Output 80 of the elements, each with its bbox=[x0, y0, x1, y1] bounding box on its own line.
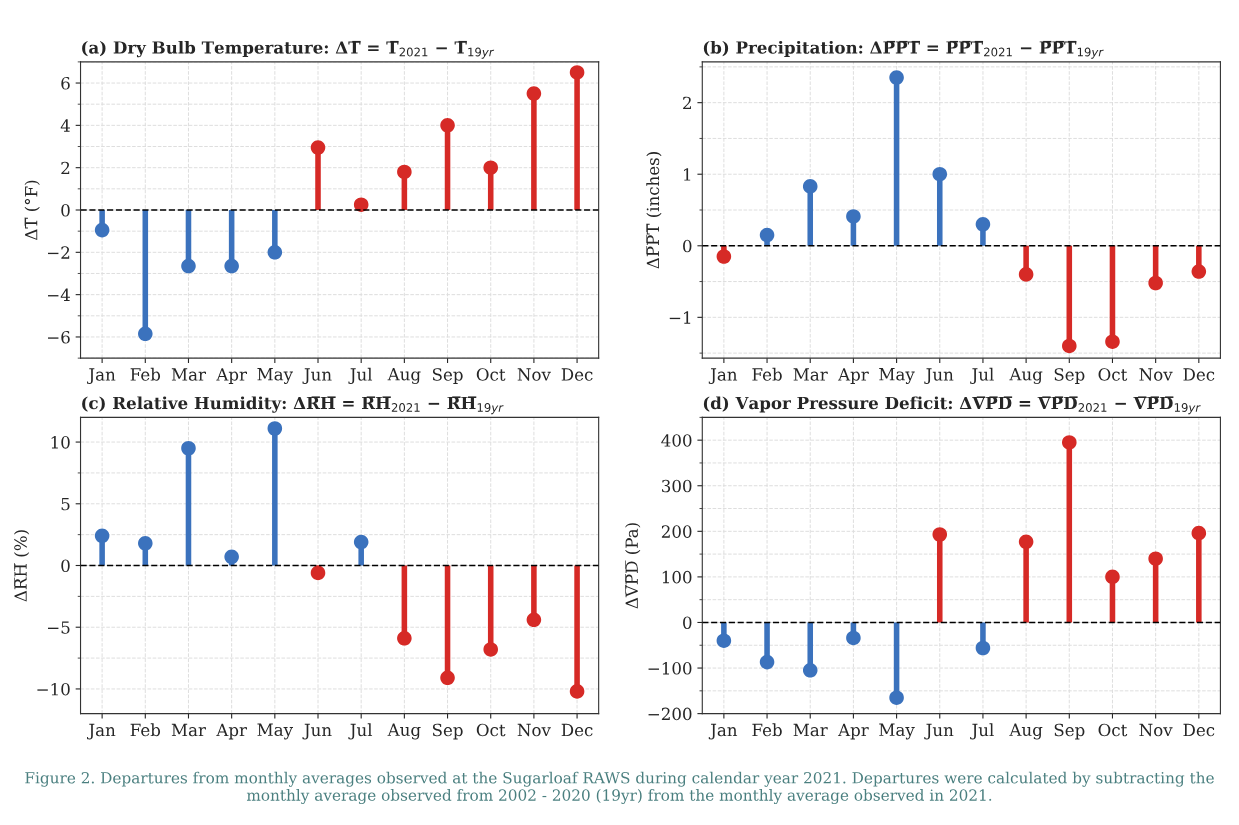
x-tick-label: May bbox=[879, 368, 915, 384]
x-tick-label: Jun bbox=[924, 723, 954, 740]
x-tick-label: Dec bbox=[561, 368, 593, 381]
y-tick-label: 2 bbox=[61, 161, 70, 175]
x-tick-label: Sep bbox=[432, 723, 463, 740]
x-tick-label: Dec bbox=[561, 723, 593, 737]
x-tick-label: Mar bbox=[793, 723, 828, 737]
y-tick-label: 10 bbox=[51, 436, 70, 449]
x-tick-label: Sep bbox=[1054, 723, 1085, 740]
y-tick-label: −1 bbox=[669, 311, 691, 324]
x-tick-label: Jan bbox=[708, 723, 738, 740]
y-tick-label: −4 bbox=[48, 288, 70, 301]
x-tick-label: Apr bbox=[837, 368, 869, 384]
y-tick-label: −200 bbox=[648, 707, 692, 721]
x-tick-label: Mar bbox=[171, 368, 206, 381]
x-tick-label: Jun bbox=[924, 368, 954, 384]
x-tick-label: Aug bbox=[387, 368, 421, 384]
x-tick-label: Aug bbox=[1009, 368, 1043, 384]
x-tick-label: Oct bbox=[1098, 723, 1128, 737]
y-tick-label: 5 bbox=[61, 497, 70, 511]
x-tick-label: Nov bbox=[517, 723, 551, 737]
y-tick-label: 2 bbox=[683, 96, 691, 109]
y-tick-label: −100 bbox=[648, 662, 692, 675]
chart-title: (b) Precipitation: ΔP̅P̅T̅ = P̅P̅T̅$_{2021}$ − P̅P̅T̅$_{19yr}$ bbox=[703, 40, 1104, 59]
x-tick-label: Nov bbox=[517, 368, 551, 381]
x-tick-label: Jan bbox=[87, 368, 116, 384]
x-tick-label: Sep bbox=[1054, 368, 1085, 384]
caption: Figure 2. Departures from monthly averages observed at the Sugarloaf RAWS during calendar year 2021. Departures were calculated by subtracting the monthly average observed from 2002 - 2020 (19yr) from the monthly average observed in 2021. bbox=[25, 771, 1214, 805]
x-tick-label: Dec bbox=[1183, 723, 1215, 737]
x-tick-label: Jan bbox=[87, 723, 116, 740]
x-tick-label: Apr bbox=[216, 723, 247, 740]
x-tick-label: Nov bbox=[1139, 723, 1173, 737]
x-tick-label: May bbox=[257, 723, 293, 740]
x-tick-label: Jun bbox=[302, 368, 332, 384]
x-tick-label: May bbox=[879, 723, 915, 740]
x-tick-label: Dec bbox=[1183, 368, 1215, 381]
x-tick-label: Mar bbox=[793, 368, 828, 381]
x-tick-label: Jan bbox=[708, 368, 738, 384]
x-tick-label: Aug bbox=[1009, 723, 1043, 740]
x-tick-label: Jul bbox=[348, 367, 373, 384]
x-tick-label: Jul bbox=[970, 723, 994, 740]
x-tick-label: Oct bbox=[1098, 368, 1128, 381]
y-tick-label: 100 bbox=[662, 570, 692, 584]
y-tick-label: −6 bbox=[48, 330, 70, 344]
y-tick-label: −2 bbox=[48, 246, 70, 259]
y-axis-title: ΔR̅H̅ (%) bbox=[13, 530, 30, 602]
chart-title: (a) Dry Bulb Temperature: ΔT̅ = T̅$_{2021}$ − T̅$_{19yr}$ bbox=[82, 40, 495, 59]
chart-title: (c) Relative Humidity: ΔR̅H̅ = R̅H̅$_{2021}$ − R̅H̅$_{19yr}$ bbox=[82, 396, 504, 415]
y-tick-label: 4 bbox=[60, 119, 70, 132]
x-tick-label: Apr bbox=[216, 368, 247, 384]
x-tick-label: Apr bbox=[837, 723, 869, 740]
y-tick-label: 200 bbox=[661, 525, 692, 538]
y-tick-label: 1 bbox=[684, 168, 691, 181]
y-tick-label: 0 bbox=[683, 616, 692, 630]
y-tick-label: 0 bbox=[61, 559, 70, 573]
y-tick-label: −5 bbox=[48, 621, 70, 634]
x-tick-label: Feb bbox=[752, 723, 782, 737]
x-tick-label: Feb bbox=[130, 367, 161, 381]
x-tick-label: Jul bbox=[348, 723, 373, 740]
y-tick-label: 6 bbox=[61, 77, 70, 90]
x-tick-label: Jul bbox=[970, 367, 994, 384]
x-tick-label: Aug bbox=[387, 723, 421, 740]
y-tick-label: 300 bbox=[662, 479, 692, 493]
x-tick-label: Jun bbox=[302, 723, 332, 740]
y-tick-label: 0 bbox=[61, 203, 70, 217]
y-tick-label: 0 bbox=[683, 239, 692, 253]
x-tick-label: Sep bbox=[432, 368, 463, 384]
x-tick-label: Oct bbox=[476, 368, 506, 381]
y-tick-label: 400 bbox=[661, 434, 692, 447]
x-tick-label: Oct bbox=[476, 723, 506, 737]
y-axis-title: ΔV̅P̅D̅ (Pa) bbox=[625, 523, 641, 609]
x-tick-label: Nov bbox=[1139, 368, 1173, 381]
x-tick-label: May bbox=[257, 368, 293, 384]
y-tick-label: −10 bbox=[37, 682, 70, 696]
y-axis-title: ΔT̅ (°F) bbox=[24, 180, 40, 241]
x-tick-label: Feb bbox=[130, 723, 161, 737]
chart-title: (d) Vapor Pressure Deficit: ΔV̅P̅D̅ = V̅P̅D̅$_{2021}$ − V̅P̅D̅$_{19yr}$ bbox=[703, 396, 1201, 415]
x-tick-label: Feb bbox=[752, 367, 782, 381]
y-axis-title: ΔP̅P̅T̅ (inches) bbox=[646, 152, 662, 269]
x-tick-label: Mar bbox=[171, 723, 206, 737]
